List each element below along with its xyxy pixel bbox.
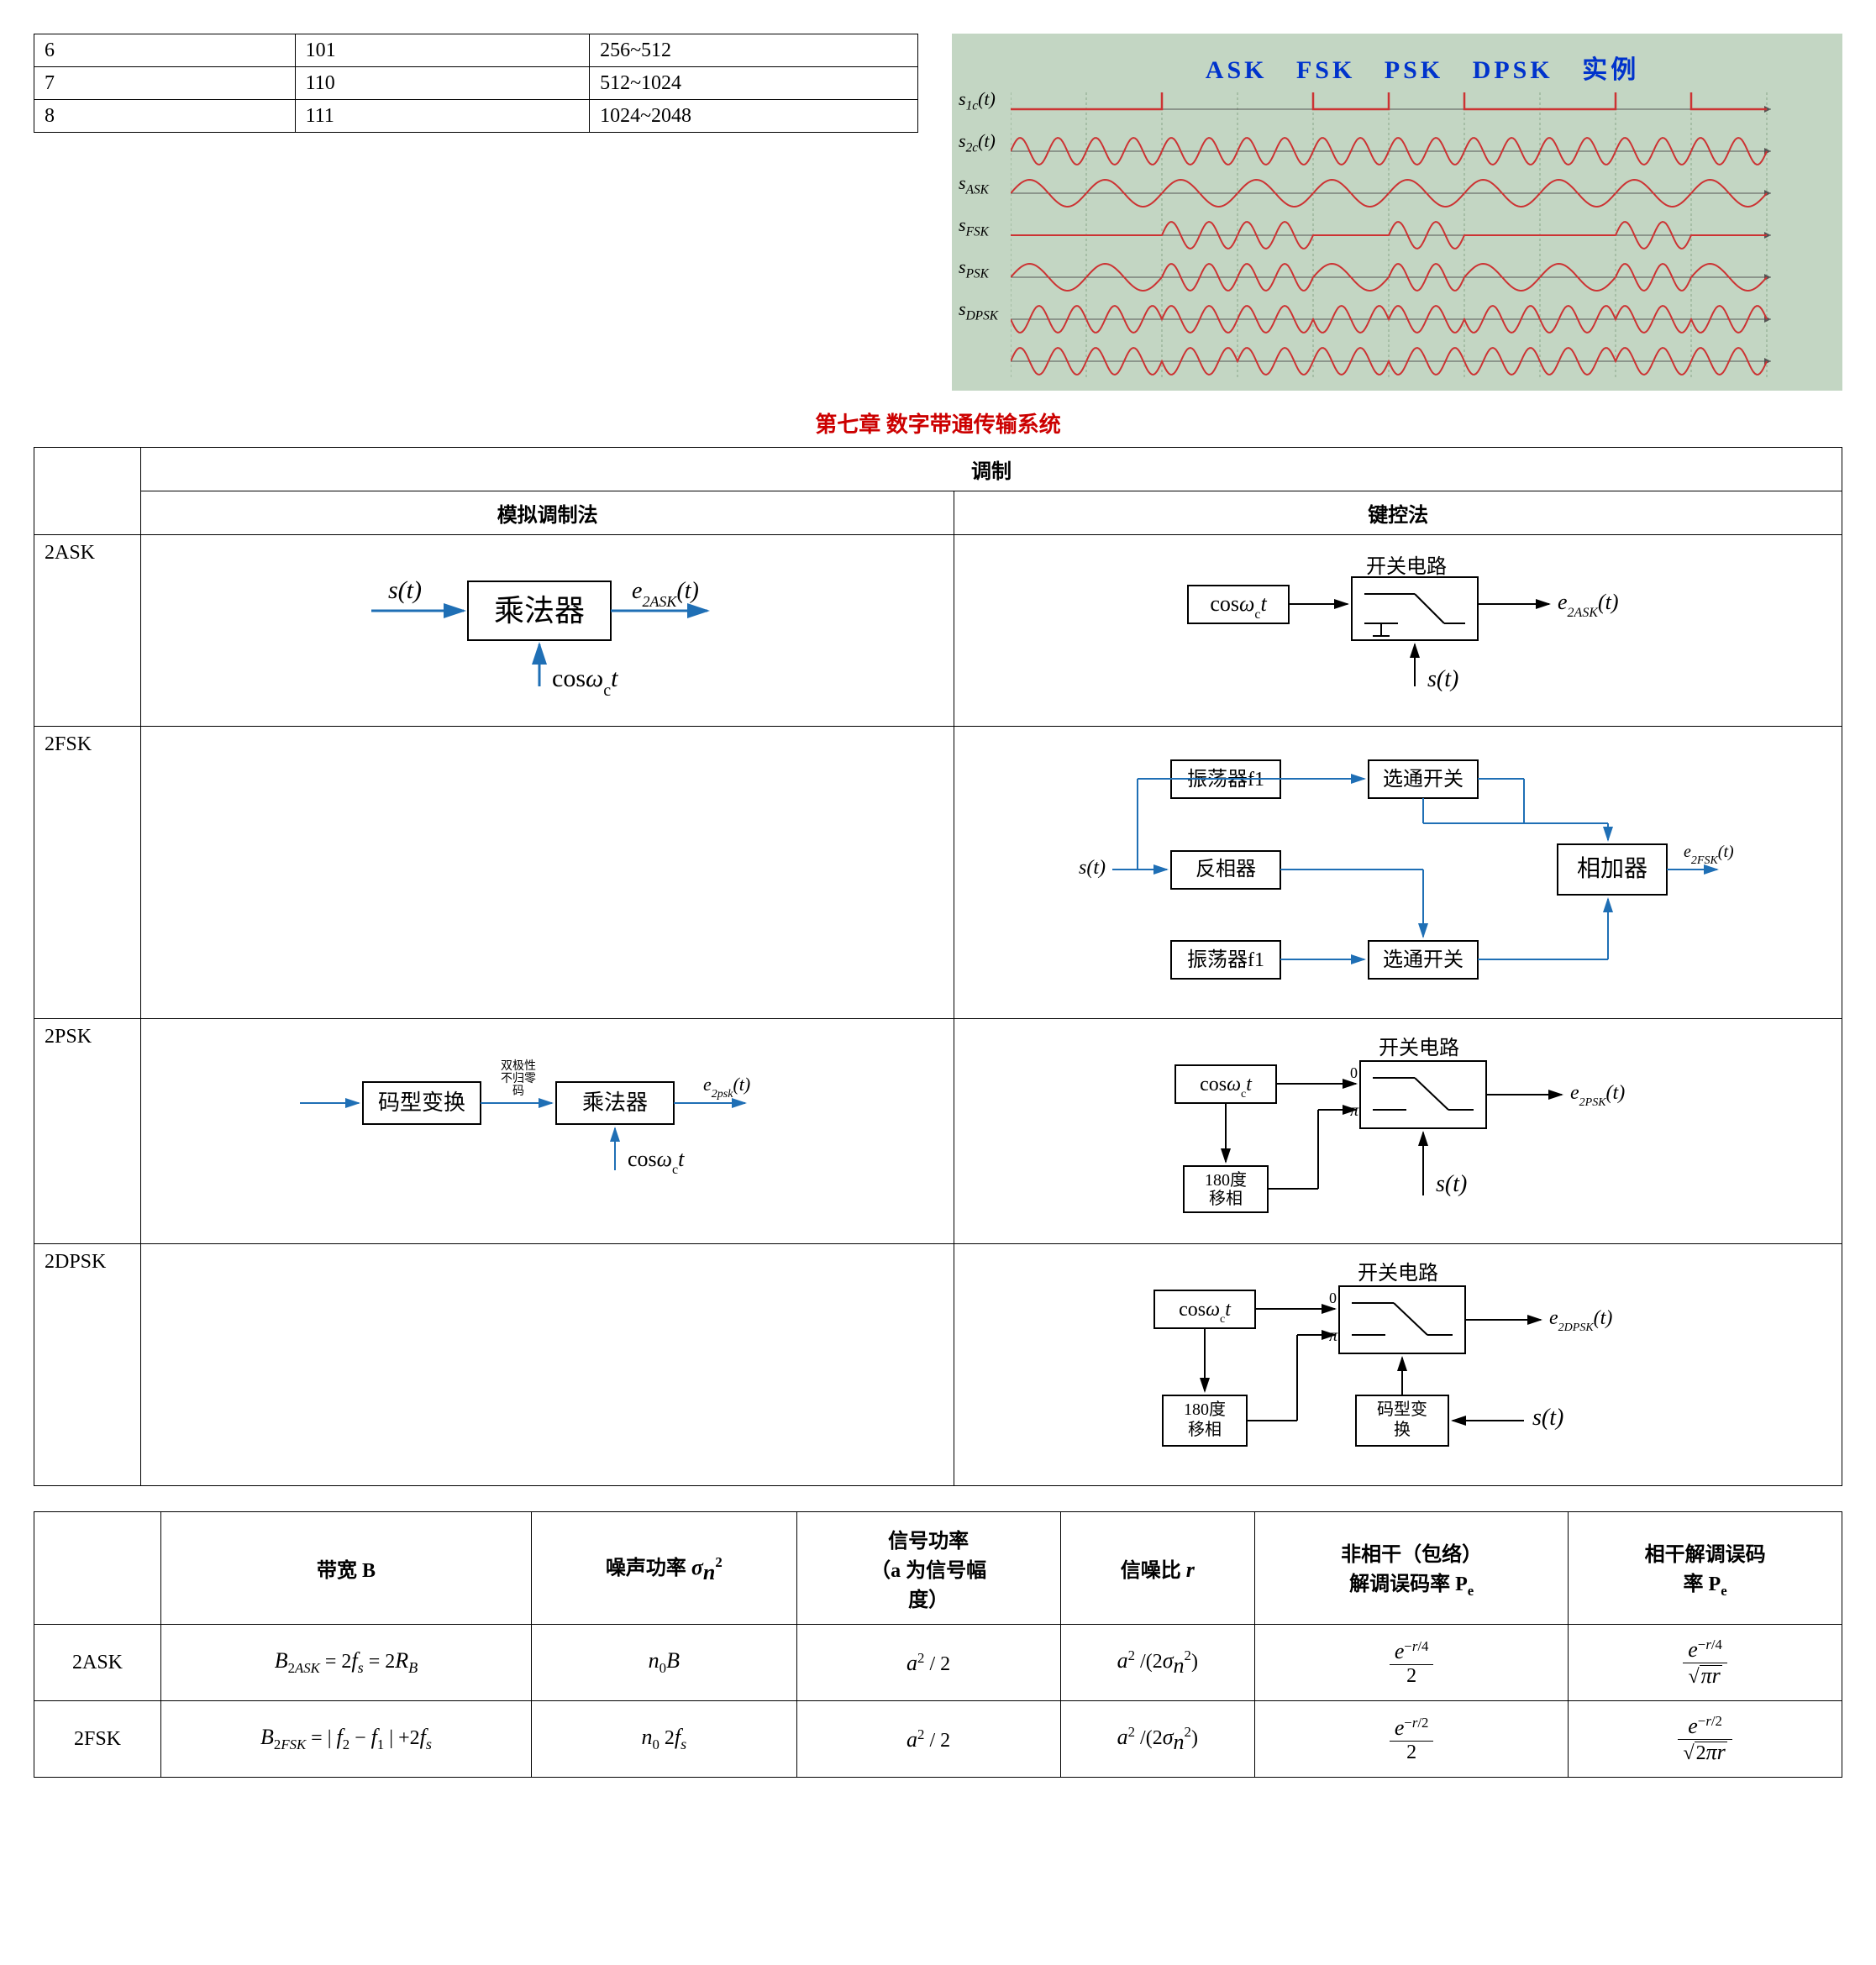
svg-2fsk-key: 振荡器f1 选通开关 s(t) 反相器 振荡器f1 选通开关 bbox=[1054, 743, 1742, 996]
diagram-2ask-analog: s(t) 乘法器 e2ASK(t) cosωct bbox=[141, 535, 954, 727]
wave-title: ASK FSK PSK DPSK 实例 bbox=[1011, 42, 1834, 92]
header-analog: 模拟调制法 bbox=[141, 491, 954, 535]
svg-text:s(t): s(t) bbox=[388, 576, 422, 604]
svg-text:换: 换 bbox=[1394, 1420, 1411, 1439]
cell: 6 bbox=[34, 34, 296, 67]
svg-text:码型变: 码型变 bbox=[1377, 1400, 1427, 1419]
svg-text:e2PSK(t): e2PSK(t) bbox=[1570, 1082, 1625, 1109]
row-label: 2DPSK bbox=[34, 1244, 141, 1486]
svg-text:乘法器: 乘法器 bbox=[582, 1090, 648, 1115]
wave-label: sDPSK bbox=[959, 298, 998, 340]
svg-text:s(t): s(t) bbox=[1436, 1171, 1467, 1197]
svg-text:e2ASK(t): e2ASK(t) bbox=[632, 578, 699, 610]
svg-text:选通开关: 选通开关 bbox=[1383, 768, 1463, 791]
f-label: 2ASK bbox=[34, 1625, 161, 1701]
diagram-2dpsk-key: 开关电路 cosωct 0 π e2DPSK(t) 180 bbox=[954, 1244, 1842, 1486]
svg-text:e2psk(t): e2psk(t) bbox=[703, 1074, 750, 1101]
header-keying: 键控法 bbox=[954, 491, 1842, 535]
svg-text:0: 0 bbox=[1329, 1290, 1337, 1306]
diagram-2ask-key: 开关电路 cosωct e2ASK(t) s(t) bbox=[954, 535, 1842, 727]
svg-text:不归零: 不归零 bbox=[501, 1071, 536, 1085]
wave-label: sFSK bbox=[959, 214, 998, 256]
cell: 1024~2048 bbox=[590, 100, 918, 133]
wave-svg bbox=[1011, 92, 1775, 378]
diagram-2fsk-key: 振荡器f1 选通开关 s(t) 反相器 振荡器f1 选通开关 bbox=[954, 727, 1842, 1019]
svg-text:s(t): s(t) bbox=[1079, 857, 1106, 879]
svg-text:码: 码 bbox=[512, 1085, 524, 1098]
svg-text:乘法器: 乘法器 bbox=[494, 594, 585, 628]
svg-text:码型变换: 码型变换 bbox=[378, 1090, 465, 1115]
svg-text:开关电路: 开关电路 bbox=[1366, 555, 1447, 578]
wave-label: s2c(t) bbox=[959, 130, 998, 172]
svg-text:选通开关: 选通开关 bbox=[1383, 948, 1463, 971]
fh-bw: 带宽 B bbox=[161, 1512, 532, 1625]
svg-text:e2ASK(t): e2ASK(t) bbox=[1558, 590, 1619, 620]
svg-text:0: 0 bbox=[1350, 1064, 1358, 1081]
f-noise: n0B bbox=[532, 1625, 797, 1701]
header-main: 调制 bbox=[141, 448, 1842, 491]
wave-label: sASK bbox=[959, 172, 998, 214]
svg-2psk-analog: 码型变换 双极性 不归零 码 乘法器 e2psk(t) cosωct bbox=[283, 1036, 812, 1187]
svg-text:移相: 移相 bbox=[1209, 1189, 1243, 1208]
svg-text:s(t): s(t) bbox=[1427, 666, 1458, 692]
svg-text:s(t): s(t) bbox=[1532, 1405, 1563, 1431]
f-noise: n0 2fs bbox=[532, 1701, 797, 1778]
svg-text:e2DPSK(t): e2DPSK(t) bbox=[1549, 1307, 1612, 1334]
f-sig: a2 / 2 bbox=[796, 1701, 1060, 1778]
waveform-diagram: ASK FSK PSK DPSK 实例 s1c(t) s2c(t) sASK s… bbox=[952, 34, 1842, 391]
svg-text:相加器: 相加器 bbox=[1577, 855, 1647, 882]
small-table: 6 101 256~512 7 110 512~1024 8 111 1024~… bbox=[34, 34, 918, 133]
svg-text:双极性: 双极性 bbox=[501, 1059, 536, 1073]
diagram-2psk-analog: 码型变换 双极性 不归零 码 乘法器 e2psk(t) cosωct bbox=[141, 1019, 954, 1244]
formula-table: 带宽 B 噪声功率 σn2 信号功率（a 为信号幅度） 信噪比 r 非相干（包络… bbox=[34, 1511, 1842, 1778]
fh-snr: 信噪比 r bbox=[1060, 1512, 1255, 1625]
cell: 8 bbox=[34, 100, 296, 133]
fh-noise: 噪声功率 σn2 bbox=[532, 1512, 797, 1625]
f-nc: e−r/42 bbox=[1255, 1625, 1569, 1701]
svg-text:反相器: 反相器 bbox=[1195, 858, 1256, 880]
diagram-2dpsk-analog bbox=[141, 1244, 954, 1486]
svg-text:180度: 180度 bbox=[1205, 1170, 1247, 1190]
row-label: 2PSK bbox=[34, 1019, 141, 1244]
cell: 111 bbox=[295, 100, 589, 133]
svg-text:振荡器f1: 振荡器f1 bbox=[1187, 948, 1264, 971]
cell: 101 bbox=[295, 34, 589, 67]
svg-text:开关电路: 开关电路 bbox=[1379, 1037, 1459, 1059]
svg-2psk-key: 开关电路 cosωct 0 π e2PSK(t) 180度 bbox=[1125, 1036, 1671, 1221]
svg-text:cosωct: cosωct bbox=[628, 1147, 685, 1177]
f-nc: e−r/22 bbox=[1255, 1701, 1569, 1778]
f-snr: a2 /(2σn2) bbox=[1060, 1625, 1255, 1701]
svg-text:180度: 180度 bbox=[1184, 1400, 1226, 1419]
cell: 7 bbox=[34, 67, 296, 100]
f-sig: a2 / 2 bbox=[796, 1625, 1060, 1701]
f-c: e−r/4√πr bbox=[1569, 1625, 1842, 1701]
svg-2dpsk-key: 开关电路 cosωct 0 π e2DPSK(t) 180 bbox=[1104, 1261, 1692, 1463]
fh-sig: 信号功率（a 为信号幅度） bbox=[796, 1512, 1060, 1625]
f-c: e−r/2√2πr bbox=[1569, 1701, 1842, 1778]
svg-2ask-analog: s(t) 乘法器 e2ASK(t) cosωct bbox=[338, 552, 758, 703]
chapter-title: 第七章 数字带通传输系统 bbox=[34, 407, 1842, 439]
wave-label: s1c(t) bbox=[959, 88, 998, 130]
f-label: 2FSK bbox=[34, 1701, 161, 1778]
svg-text:cosωct: cosωct bbox=[552, 665, 618, 700]
svg-2ask-key: 开关电路 cosωct e2ASK(t) s(t) bbox=[1146, 552, 1650, 703]
f-snr: a2 /(2σn2) bbox=[1060, 1701, 1255, 1778]
svg-text:开关电路: 开关电路 bbox=[1358, 1262, 1438, 1285]
svg-text:移相: 移相 bbox=[1188, 1420, 1222, 1439]
cell: 110 bbox=[295, 67, 589, 100]
modulation-table: 调制 模拟调制法 键控法 2ASK s(t) 乘法器 e2ASK(t) cosω… bbox=[34, 447, 1842, 1486]
row-label: 2ASK bbox=[34, 535, 141, 727]
f-bw: B2FSK = | f2 − f1 | +2fs bbox=[161, 1701, 532, 1778]
fh-c: 相干解调误码率 Pe bbox=[1569, 1512, 1842, 1625]
row-label: 2FSK bbox=[34, 727, 141, 1019]
wave-label: sPSK bbox=[959, 256, 998, 298]
cell: 256~512 bbox=[590, 34, 918, 67]
cell: 512~1024 bbox=[590, 67, 918, 100]
diagram-2fsk-analog bbox=[141, 727, 954, 1019]
f-bw: B2ASK = 2fs = 2RB bbox=[161, 1625, 532, 1701]
fh-nc: 非相干（包络）解调误码率 Pe bbox=[1255, 1512, 1569, 1625]
svg-text:e2FSK(t): e2FSK(t) bbox=[1684, 843, 1734, 867]
diagram-2psk-key: 开关电路 cosωct 0 π e2PSK(t) 180度 bbox=[954, 1019, 1842, 1244]
